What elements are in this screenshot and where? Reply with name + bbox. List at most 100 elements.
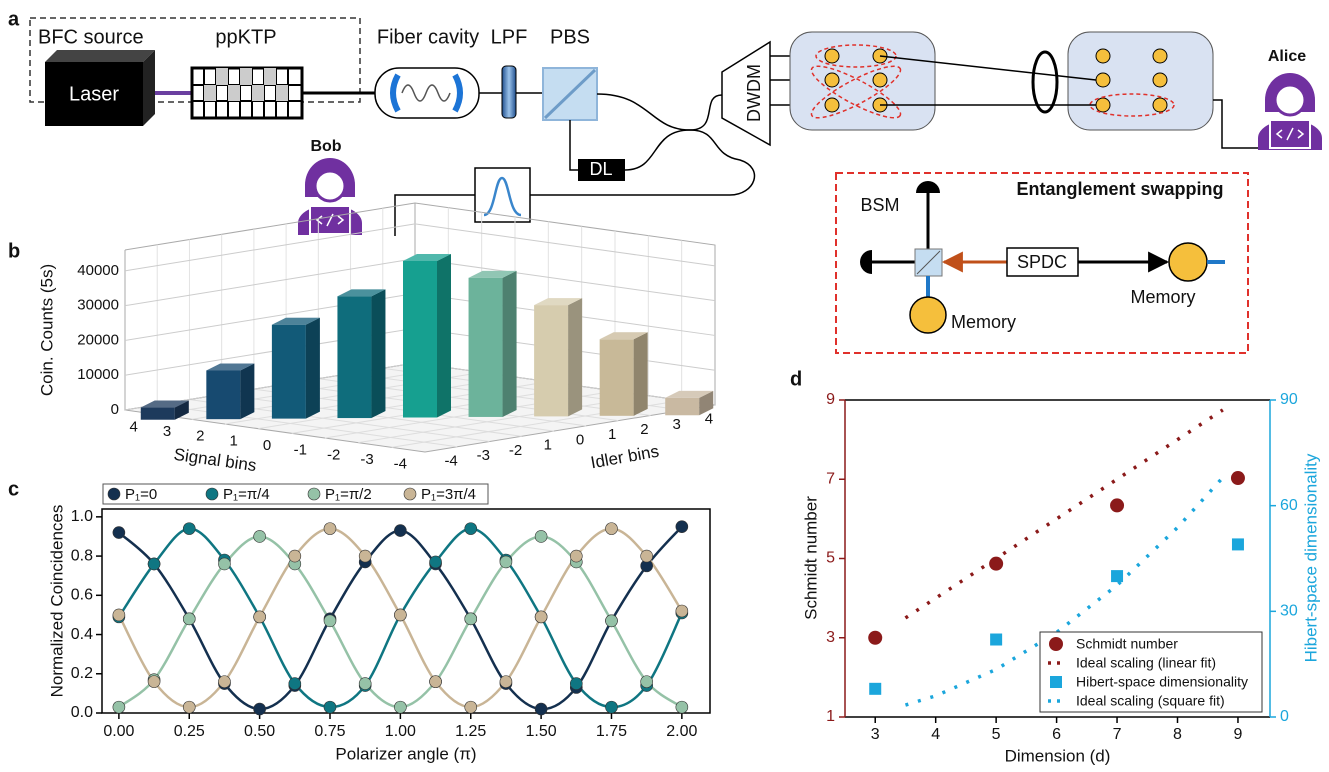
bar-front — [534, 305, 569, 417]
bar-front — [337, 296, 372, 419]
shape — [596, 93, 723, 131]
data-point — [358, 677, 372, 690]
panel-a: a BFC source Laser ppKTP Fiber cavity LP… — [8, 8, 1322, 354]
x-axis-label: Polarizer angle (π) — [335, 744, 476, 763]
legend-label: Hibert-space dimensionality — [1076, 674, 1248, 690]
bandpass-filter — [474, 167, 531, 223]
shape — [45, 62, 143, 126]
x-tick-label: 0.50 — [244, 723, 275, 740]
bar-side-shade — [568, 298, 583, 417]
y-tick-label: 7 — [826, 470, 835, 487]
shape — [530, 129, 756, 196]
y2-tick-label: 0 — [1280, 708, 1289, 725]
shape — [1273, 83, 1307, 117]
bar-front — [140, 407, 175, 420]
bar-side-shade — [305, 317, 320, 419]
legend-marker — [205, 487, 219, 501]
data-point — [675, 604, 689, 618]
bar-top — [337, 289, 386, 297]
z-tick-label: 1 — [608, 426, 616, 443]
dwdm: DWDM — [721, 40, 771, 147]
demux-label: DWDM — [744, 64, 764, 122]
memory-array-2 — [1067, 31, 1214, 131]
shape — [1095, 72, 1111, 88]
shape — [872, 72, 888, 88]
legend-label: Schmidt number — [1076, 636, 1178, 652]
data-point — [288, 677, 302, 690]
data-point — [394, 700, 407, 714]
x-tick-label: 8 — [1173, 726, 1182, 743]
legend-label: Ideal scaling (square fit) — [1076, 693, 1225, 709]
legend-label: P₁=0 — [125, 486, 157, 503]
y-tick-label: 30000 — [77, 297, 119, 314]
fibers — [394, 93, 756, 236]
spdc-label: SPDC — [1017, 252, 1067, 272]
shape — [879, 55, 1097, 106]
shape — [1095, 48, 1111, 64]
x-axis-label: Dimension (d) — [1005, 746, 1111, 765]
data-point — [605, 614, 618, 628]
y-axis-label: Schmidt number — [801, 496, 820, 620]
y-tick-label: 0.8 — [71, 547, 93, 564]
bar-top-shine — [206, 363, 255, 371]
data-point — [605, 522, 618, 535]
data-point — [323, 522, 337, 535]
data-point — [1110, 498, 1125, 513]
shape — [483, 176, 522, 217]
shape — [204, 68, 288, 101]
data-point — [640, 549, 653, 563]
link — [879, 50, 1262, 149]
data-point — [394, 608, 407, 622]
x-tick-label: 3 — [871, 726, 880, 743]
bar-front — [599, 339, 634, 416]
bar — [403, 253, 451, 418]
bar-side — [437, 253, 451, 418]
x-tick-label: 6 — [1052, 726, 1061, 743]
y-tick-label: 0.0 — [71, 704, 93, 721]
bar-top — [271, 317, 320, 325]
laser-label: Laser — [69, 83, 119, 105]
z-tick-label: 4 — [705, 411, 713, 428]
legend-marker — [403, 487, 417, 501]
bar-side-shade — [240, 363, 255, 420]
legend-marker — [1049, 637, 1063, 651]
bar-top-shine — [534, 298, 583, 306]
legend-label: P₁=π/4 — [223, 486, 270, 503]
x-tick-label: 7 — [1113, 726, 1122, 743]
data-point — [429, 555, 442, 569]
shape — [1089, 93, 1175, 117]
data-point — [394, 524, 407, 537]
memory-label: Memory — [951, 312, 1016, 332]
shape — [1152, 72, 1168, 88]
x-tick-label: 0 — [263, 437, 271, 454]
x-tick-label: 9 — [1234, 726, 1243, 743]
data-point — [605, 700, 618, 714]
data-point — [990, 633, 1003, 646]
laser: Laser — [45, 50, 155, 126]
x-tick-label: 2.00 — [666, 723, 697, 740]
bar — [534, 298, 583, 417]
panel-label: d — [790, 368, 802, 390]
y-tick-label: 40000 — [77, 262, 119, 279]
shape — [1095, 97, 1111, 113]
delay-label: DL — [589, 159, 612, 179]
data-point — [675, 700, 689, 714]
panel-b: b 0 10000 20000 30000 40000 Coin. Counts (5s) 4… — [8, 202, 716, 475]
bar-side — [502, 270, 517, 417]
z-tick-label: -2 — [509, 442, 522, 459]
shape — [1095, 48, 1168, 113]
legend-marker — [107, 487, 121, 501]
data-point — [569, 549, 583, 563]
data-point — [112, 526, 126, 539]
data-point — [1230, 471, 1245, 486]
alice-label: Alice — [1268, 48, 1306, 65]
bar-top-shine — [403, 253, 451, 261]
y-tick-label: 20000 — [77, 331, 119, 348]
panel-c: c 0.00 0.25 0.50 0.75 1.00 1.25 1.50 1.75 2.00 0.0… — [8, 478, 711, 763]
x-tick-label: 4 — [129, 418, 137, 435]
bar — [665, 390, 714, 416]
x-tick-label: 2 — [196, 428, 204, 445]
bob-label: Bob — [310, 138, 341, 155]
